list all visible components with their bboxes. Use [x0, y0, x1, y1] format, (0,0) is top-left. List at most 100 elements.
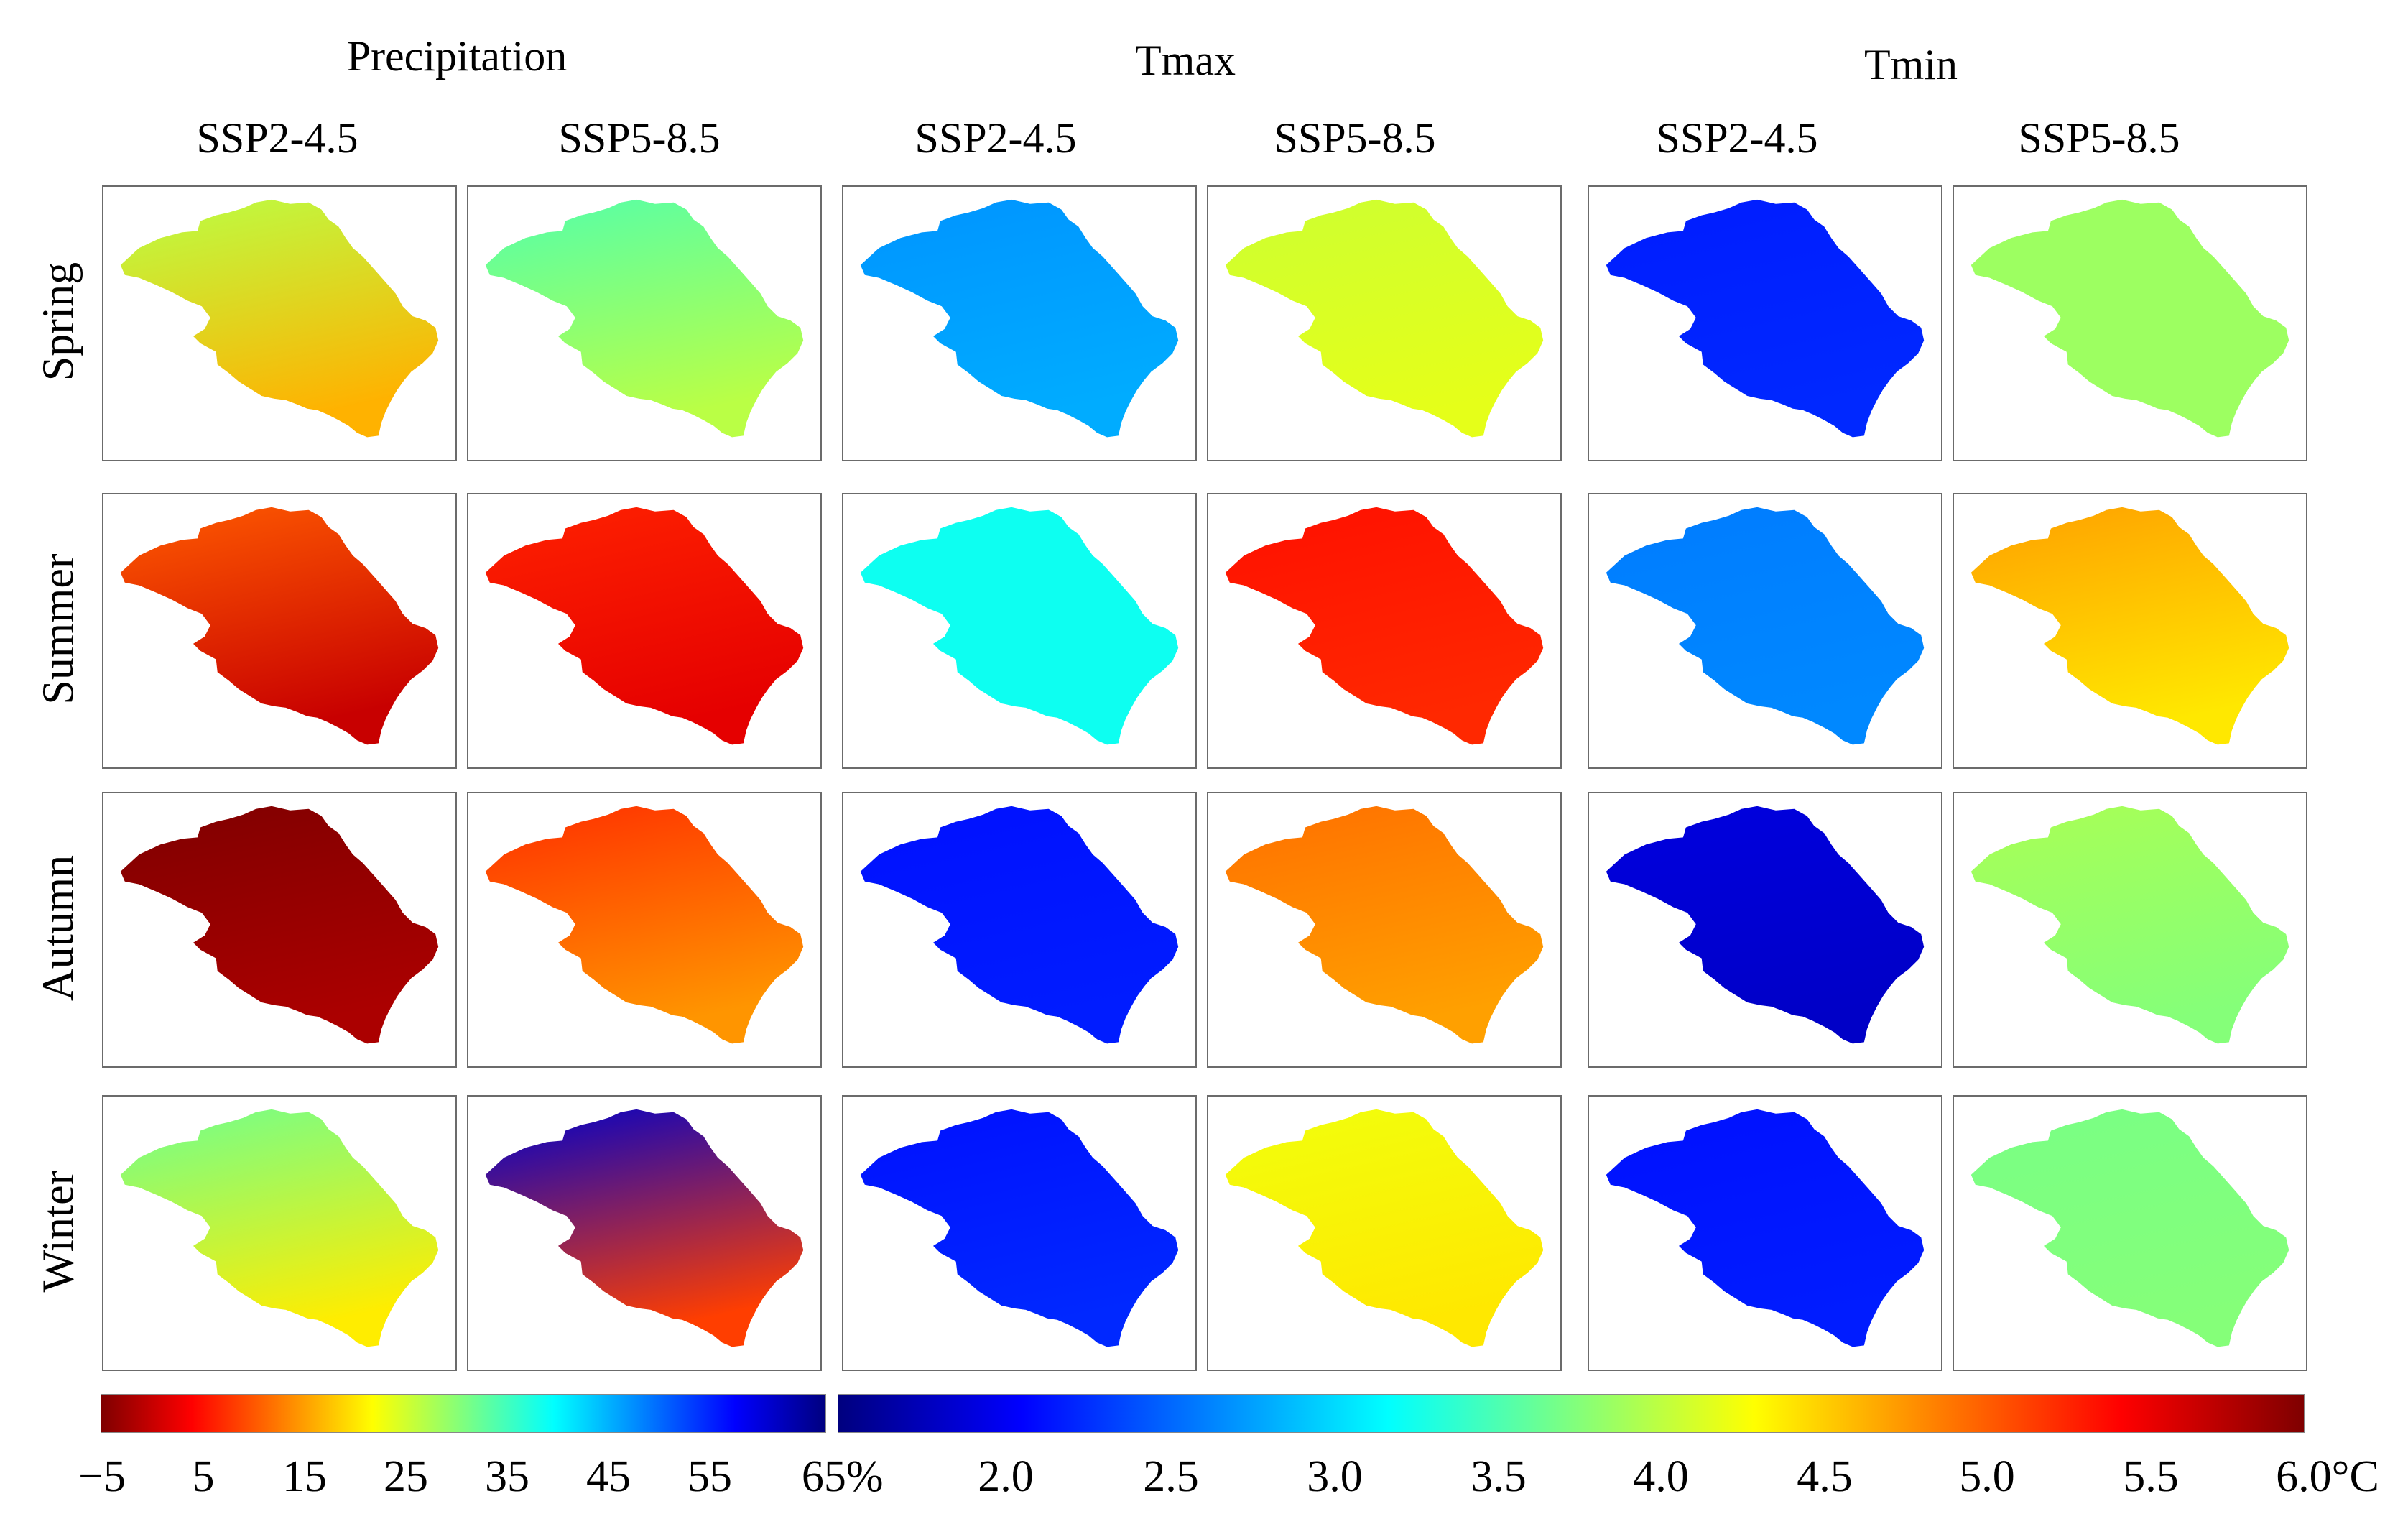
panel-map: [485, 1109, 804, 1347]
variable-title-precipitation: Precipitation: [346, 32, 568, 80]
panel-winter-tmax-ssp585: [1207, 1095, 1562, 1371]
panel-map: [120, 1109, 439, 1347]
variable-title-tmax: Tmax: [1135, 37, 1236, 84]
panel-spring-tmax-ssp585: [1207, 185, 1562, 461]
temp-tick-label: 3.5: [1471, 1452, 1527, 1501]
panel-autumn-tmin-ssp585: [1953, 792, 2307, 1068]
panel-winter-tmin-ssp585: [1953, 1095, 2307, 1371]
panel-summer-precip-ssp585: [467, 493, 822, 769]
region-shape: [1225, 507, 1544, 745]
precip-tick-label: 55: [687, 1452, 732, 1501]
panel-spring-tmax-ssp245: [842, 185, 1197, 461]
panel-autumn-precip-ssp245: [102, 792, 457, 1068]
panel-map: [120, 199, 439, 438]
temp-tick-label: 5.0: [1959, 1452, 2015, 1501]
region-shape: [860, 507, 1179, 745]
region-shape: [1971, 1109, 2289, 1347]
panel-winter-tmax-ssp245: [842, 1095, 1197, 1371]
precip-tick-label: 65%: [801, 1452, 884, 1501]
panel-map: [860, 806, 1179, 1044]
panel-winter-precip-ssp245: [102, 1095, 457, 1371]
scenario-title-precip-ssp585: SSP5-8.5: [558, 114, 721, 162]
panel-map: [485, 507, 804, 745]
region-shape: [860, 806, 1179, 1044]
panel-map: [1971, 806, 2289, 1044]
region-shape: [1971, 199, 2289, 438]
precip-tick-label: 35: [485, 1452, 529, 1501]
region-shape: [120, 806, 439, 1044]
region-shape: [1606, 199, 1925, 438]
panel-map: [120, 806, 439, 1044]
temp-tick-label: 2.0: [978, 1452, 1034, 1501]
region-shape: [1606, 507, 1925, 745]
panel-map: [860, 507, 1179, 745]
scenario-title-tmax-ssp585: SSP5-8.5: [1274, 114, 1436, 162]
panel-summer-tmin-ssp585: [1953, 493, 2307, 769]
temp-tick-label: 3.0: [1307, 1452, 1363, 1501]
panel-map: [1225, 507, 1544, 745]
panel-map: [860, 199, 1179, 438]
panel-spring-tmin-ssp585: [1953, 185, 2307, 461]
panel-map: [1606, 199, 1925, 438]
panel-map: [1971, 507, 2289, 745]
variable-title-tmin: Tmin: [1864, 41, 1958, 88]
panel-winter-precip-ssp585: [467, 1095, 822, 1371]
panel-map: [120, 507, 439, 745]
region-shape: [485, 1109, 804, 1347]
panel-autumn-tmax-ssp245: [842, 792, 1197, 1068]
panel-map: [1971, 1109, 2289, 1347]
panel-summer-tmin-ssp245: [1588, 493, 1942, 769]
region-shape: [120, 1109, 439, 1347]
temp-tick-label: 6.0°C: [2276, 1452, 2379, 1501]
season-label-autumn: Autumn: [34, 854, 83, 1002]
temp-tick-label: 2.5: [1143, 1452, 1199, 1501]
precip-tick-label: 15: [282, 1452, 327, 1501]
panel-autumn-tmin-ssp245: [1588, 792, 1942, 1068]
region-shape: [860, 1109, 1179, 1347]
region-shape: [1225, 806, 1544, 1044]
region-shape: [1971, 806, 2289, 1044]
scenario-title-tmin-ssp245: SSP2-4.5: [1656, 114, 1818, 162]
precip-tick-label: 25: [384, 1452, 428, 1501]
temp-tick-label: 5.5: [2123, 1452, 2179, 1501]
panel-winter-tmin-ssp245: [1588, 1095, 1942, 1371]
region-shape: [1225, 1109, 1544, 1347]
panel-summer-tmax-ssp585: [1207, 493, 1562, 769]
panel-summer-precip-ssp245: [102, 493, 457, 769]
season-label-spring: Spring: [34, 262, 83, 382]
scenario-title-tmin-ssp585: SSP5-8.5: [2018, 114, 2180, 162]
region-shape: [860, 199, 1179, 438]
region-shape: [1225, 199, 1544, 438]
panel-map: [1606, 1109, 1925, 1347]
region-shape: [120, 507, 439, 745]
panel-map: [1606, 507, 1925, 745]
colorbar-precipitation: [101, 1394, 826, 1433]
colorbar-temperature: [838, 1394, 2305, 1433]
precip-tick-label: 5: [192, 1452, 215, 1501]
panel-map: [1225, 806, 1544, 1044]
panel-autumn-tmax-ssp585: [1207, 792, 1562, 1068]
season-label-summer: Summer: [34, 553, 83, 705]
scenario-title-precip-ssp245: SSP2-4.5: [196, 114, 358, 162]
panel-map: [485, 806, 804, 1044]
panel-spring-precip-ssp585: [467, 185, 822, 461]
region-shape: [120, 199, 439, 438]
region-shape: [485, 199, 804, 438]
panel-map: [860, 1109, 1179, 1347]
panel-map: [1225, 199, 1544, 438]
panel-map: [485, 199, 804, 438]
season-label-winter: Winter: [34, 1170, 83, 1293]
region-shape: [1606, 806, 1925, 1044]
panel-spring-precip-ssp245: [102, 185, 457, 461]
region-shape: [485, 806, 804, 1044]
temp-tick-label: 4.0: [1633, 1452, 1689, 1501]
region-shape: [485, 507, 804, 745]
region-shape: [1606, 1109, 1925, 1347]
panel-map: [1971, 199, 2289, 438]
panel-map: [1225, 1109, 1544, 1347]
region-shape: [1971, 507, 2289, 745]
panel-spring-tmin-ssp245: [1588, 185, 1942, 461]
panel-autumn-precip-ssp585: [467, 792, 822, 1068]
scenario-title-tmax-ssp245: SSP2-4.5: [914, 114, 1077, 162]
